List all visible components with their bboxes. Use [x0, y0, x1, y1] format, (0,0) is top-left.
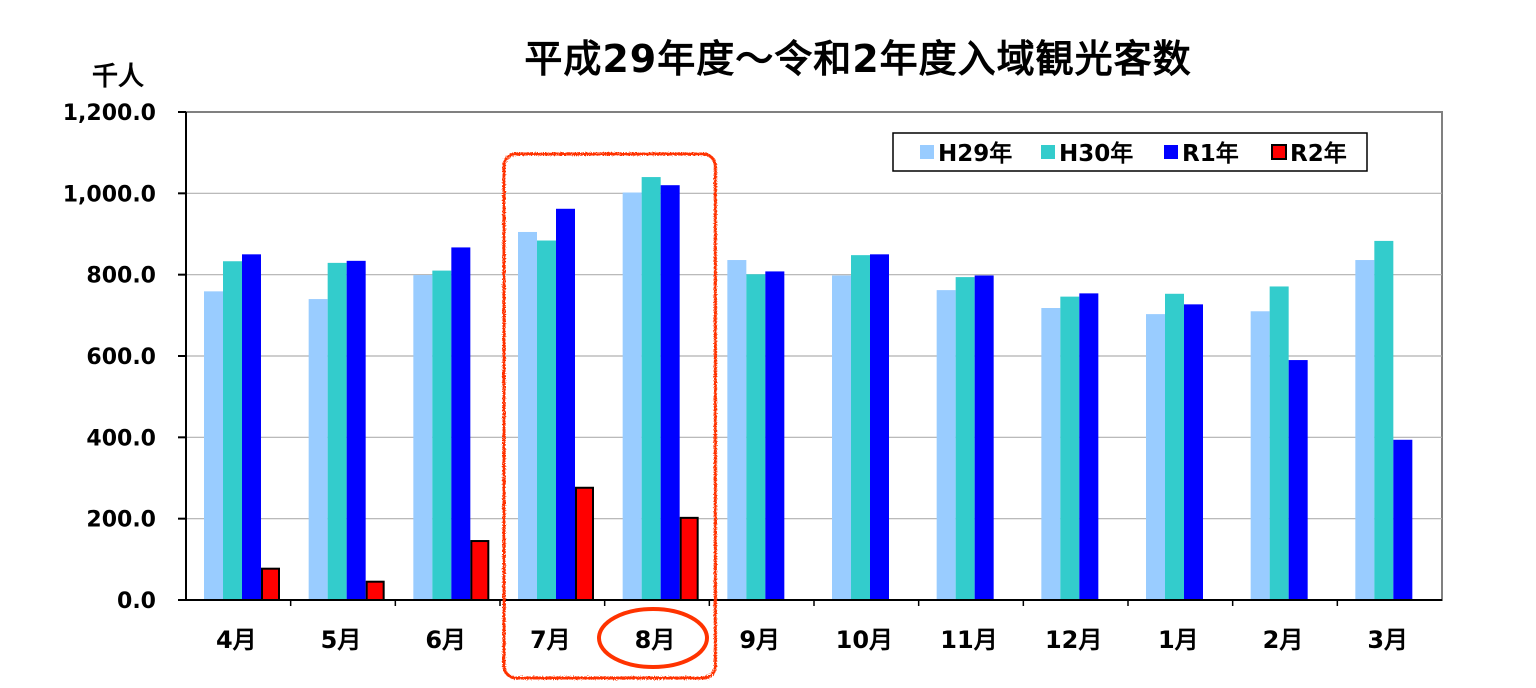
bar-R1年-10月: [870, 254, 889, 601]
y-tick-label: 400.0: [86, 426, 156, 451]
x-category-label: 2月: [1263, 626, 1304, 654]
x-category-label: 12月: [1045, 626, 1102, 654]
x-category-label: 1月: [1158, 626, 1199, 654]
bar-R1年-1月: [1184, 304, 1203, 600]
bar-H30年-7月: [537, 240, 556, 601]
legend-label: H30年: [1059, 140, 1133, 167]
x-category-label: 3月: [1367, 626, 1408, 654]
bar-H29年-9月: [727, 260, 747, 600]
bar-H30年-8月: [641, 177, 661, 601]
bar-R1年-2月: [1288, 360, 1308, 600]
bar-R1年-11月: [974, 275, 994, 600]
bar-H29年-12月: [1041, 308, 1061, 600]
bar-H30年-5月: [327, 262, 347, 600]
bar-R2年-8月: [679, 516, 699, 601]
x-category-label: 5月: [321, 626, 362, 654]
bar-H29年-7月: [518, 231, 537, 600]
y-axis-unit-label: 千人: [92, 62, 145, 92]
bar-H30年-6月: [432, 270, 452, 600]
highlight-box: [502, 152, 717, 680]
bar-R2年-5月: [365, 580, 385, 602]
bar-H30年-11月: [955, 277, 975, 600]
bar-H30年-2月: [1269, 286, 1289, 600]
y-tick-label: 600.0: [86, 345, 156, 370]
legend-label: R2年: [1290, 140, 1347, 167]
bar-H30年-1月: [1165, 293, 1184, 600]
legend-box: [892, 132, 1368, 172]
bar-H30年-3月: [1374, 240, 1394, 600]
bar-H30年-12月: [1060, 296, 1080, 600]
bar-H29年-6月: [413, 275, 433, 600]
bar-R2年-7月: [575, 486, 594, 602]
x-category-label: 9月: [739, 626, 780, 654]
legend-swatch: [1271, 144, 1287, 160]
x-category-label: 4月: [216, 626, 257, 654]
bar-H29年-11月: [936, 290, 956, 600]
bar-H29年-5月: [308, 299, 328, 600]
bar-H30年-10月: [851, 255, 870, 600]
x-category-label: 6月: [425, 626, 466, 654]
bar-H30年-4月: [223, 261, 242, 600]
x-category-label: 10月: [836, 626, 893, 654]
x-category-label: 11月: [940, 626, 997, 654]
highlight-circle: [597, 607, 709, 669]
bar-R1年-7月: [556, 208, 575, 600]
y-tick-label: 1,000.0: [63, 182, 156, 207]
bar-H29年-3月: [1355, 260, 1375, 600]
bar-R1年-8月: [660, 185, 680, 600]
x-category-label: 8月: [635, 626, 676, 654]
bar-R1年-9月: [765, 271, 785, 600]
x-category-label: 7月: [530, 626, 571, 654]
legend-swatch: [1164, 145, 1178, 159]
legend-swatch: [1041, 145, 1055, 159]
bar-R1年-4月: [242, 254, 261, 601]
y-tick-label: 0.0: [117, 589, 156, 614]
chart-title: 平成29年度～令和2年度入域観光客数: [524, 37, 1192, 81]
bar-R1年-12月: [1079, 293, 1099, 600]
y-tick-label: 1,200.0: [63, 101, 156, 126]
legend-label: H29年: [938, 140, 1012, 167]
bar-H29年-8月: [622, 192, 642, 600]
bar-H30年-9月: [746, 274, 766, 600]
bar-R1年-5月: [346, 260, 366, 600]
bar-R1年-6月: [451, 247, 471, 601]
bar-H29年-2月: [1250, 311, 1270, 600]
bar-H29年-1月: [1146, 314, 1165, 600]
legend-label: R1年: [1182, 140, 1239, 167]
y-tick-label: 200.0: [86, 508, 156, 533]
y-tick-label: 800.0: [86, 264, 156, 289]
bar-R2年-6月: [470, 540, 490, 601]
bar-R2年-4月: [261, 567, 280, 601]
bar-H29年-10月: [832, 275, 851, 600]
bar-R1年-3月: [1393, 439, 1413, 600]
bar-H29年-4月: [204, 291, 223, 600]
legend-swatch: [920, 145, 934, 159]
